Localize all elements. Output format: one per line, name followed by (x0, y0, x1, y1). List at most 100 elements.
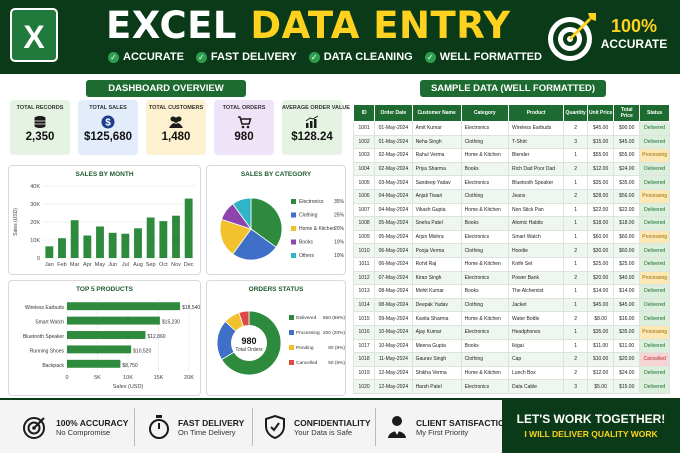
table-row: 1018 11-May-2024 Gaurav Singh Clothing Cap 2 $… (352, 352, 670, 367)
status-badge: Processing (639, 188, 670, 204)
legend-label: Processing (296, 330, 320, 336)
table-cell: $18.00 (613, 216, 641, 231)
table-cell: Atomic Habits (508, 216, 565, 231)
table-row: 1013 08-May-2024 Mohit Kumar Books The Alche… (352, 284, 670, 299)
table-cell: $14.00 (613, 284, 641, 299)
kpi-card-sales: TOTAL SALES $ $125,680 (78, 100, 138, 155)
table-cell: 1004 (352, 161, 376, 177)
sales-by-category-title: SALES BY CATEGORY (240, 171, 312, 178)
table-cell: Clothing (460, 297, 510, 313)
table-row: 1001 01-May-2024 Amit Kumar Electronics Wire… (352, 121, 670, 136)
table-cell: $20.00 (613, 352, 641, 367)
legend-swatch (289, 315, 294, 320)
legend-swatch (289, 345, 294, 350)
pie-slice (232, 228, 277, 261)
person-award-icon (388, 416, 406, 438)
table-cell: $35.00 (587, 175, 615, 190)
legend-label: Home & Kitchen (299, 226, 335, 232)
legend-label: Others (299, 253, 315, 259)
top-products-panel: TOP 5 PRODUCTS 0 5K 10K 15K 20K Sales (USD) Wi… (8, 280, 201, 396)
column-header: Total Price (613, 104, 641, 122)
bar (172, 215, 180, 258)
footer-divider (134, 408, 135, 446)
table-cell: Amit Kumar (411, 121, 462, 136)
table-cell: $14.00 (587, 284, 615, 299)
kpi-value: $128.24 (291, 131, 333, 143)
check-icon: ✓ (308, 51, 320, 63)
table-cell: Electronics (460, 175, 510, 190)
table-cell: Kavita Sharma (411, 311, 462, 326)
table-cell: 08-May-2024 (374, 297, 413, 313)
table-cell: 1005 (352, 175, 376, 190)
table-cell: $35.00 (613, 324, 641, 340)
bar (108, 232, 117, 258)
table-cell: $28.00 (587, 188, 615, 204)
table-cell: 07-May-2024 (374, 270, 413, 286)
sales-by-month-panel: SALES BY MONTH 0 10K 20K 30K 40K Sales (USD) J… (8, 165, 201, 275)
table-cell: $20.00 (587, 270, 615, 286)
table-cell: 1 (563, 338, 589, 354)
top-products-title: TOP 5 PRODUCTS (76, 286, 133, 293)
table-cell: Electronics (460, 379, 510, 394)
table-cell: Wireless Earbuds (508, 121, 565, 136)
dollar-icon: $ (101, 115, 115, 129)
legend-swatch (291, 199, 296, 204)
sales-by-month-title: SALES BY MONTH (75, 171, 134, 178)
table-cell: $18.00 (587, 216, 615, 231)
table-row: 1009 05-May-2024 Arjun Mishra Electronics Sm… (352, 229, 670, 245)
x-tick-label: Jan (45, 262, 54, 268)
stopwatch-icon (149, 415, 169, 439)
y-tick-label: 0 (37, 256, 40, 262)
check-icon: ✓ (195, 51, 207, 63)
footer-item-title: FAST DELIVERY (178, 417, 245, 428)
legend-value: 25% (334, 213, 345, 219)
table-cell: 1014 (352, 297, 376, 313)
table-cell: 1010 (352, 243, 376, 258)
table-row: 1012 07-May-2024 Kiran Singh Electronics Pow… (352, 270, 670, 286)
feature-tags: ✓ ACCURATE ✓ FAST DELIVERY ✓ DATA CLEANING … (108, 51, 542, 63)
table-cell: Neha Singh (411, 134, 462, 150)
table-cell: Books (460, 338, 510, 354)
data-label: $10,520 (133, 348, 151, 354)
table-cell: Clothing (460, 243, 510, 258)
legend-value: 650 (66%) (323, 315, 346, 321)
table-cell: $56.00 (613, 188, 641, 204)
table-cell: $11.00 (613, 338, 641, 354)
table-cell: The Alchemist (508, 284, 565, 299)
table-row: 1016 10-May-2024 Ajay Kumar Electronics Head… (352, 324, 670, 340)
kpi-value: 1,480 (161, 131, 191, 143)
table-cell: 1013 (352, 284, 376, 299)
database-icon (34, 116, 46, 128)
legend-label: Electronics (299, 199, 324, 205)
cta-subline: I WILL DELIVER QUALITY WORK (524, 429, 658, 439)
table-row: 1019 12-May-2024 Shikha Verma Home & Kitche… (352, 365, 670, 381)
table-cell: Harsh Patel (411, 379, 462, 394)
table-cell: Home & Kitchen (460, 311, 510, 326)
table-cell: Bluetooth Speaker (508, 175, 565, 190)
table-cell: 12-May-2024 (374, 365, 413, 381)
legend-swatch (291, 212, 296, 218)
check-icon: ✓ (424, 51, 436, 63)
table-cell: 12-May-2024 (374, 379, 413, 394)
x-tick-label: May (95, 262, 106, 268)
footer-item-delivery: FAST DELIVERY On Time Delivery (148, 414, 244, 440)
table-cell: Ikigai (508, 338, 565, 354)
table-cell: Home & Kitchen (460, 202, 510, 218)
donut-hole (231, 325, 267, 361)
table-cell: Jacket (508, 297, 565, 313)
table-cell: Sneha Patel (411, 216, 462, 231)
table-cell: Books (460, 216, 510, 231)
cta-box: LET'S WORK TOGETHER! I WILL DELIVER QUAL… (502, 400, 680, 453)
footer-item-satisfaction: CLIENT SATISFACTION My First Priority (386, 414, 511, 440)
footer-item-subtitle: My First Priority (416, 427, 469, 437)
kpi-title: TOTAL SALES (89, 105, 127, 111)
excel-logo-letter: X (23, 19, 45, 55)
table-cell: 1001 (352, 121, 376, 136)
feature-tag: ✓ WELL FORMATTED (424, 51, 542, 63)
footer-item-title: CONFIDENTIALITY (294, 417, 371, 428)
table-cell: 1016 (352, 324, 376, 340)
table-row: 1008 05-May-2024 Sneha Patel Books Atomic Ha… (352, 216, 670, 231)
table-cell: 1020 (352, 379, 376, 394)
status-badge: Delivered (639, 175, 670, 190)
